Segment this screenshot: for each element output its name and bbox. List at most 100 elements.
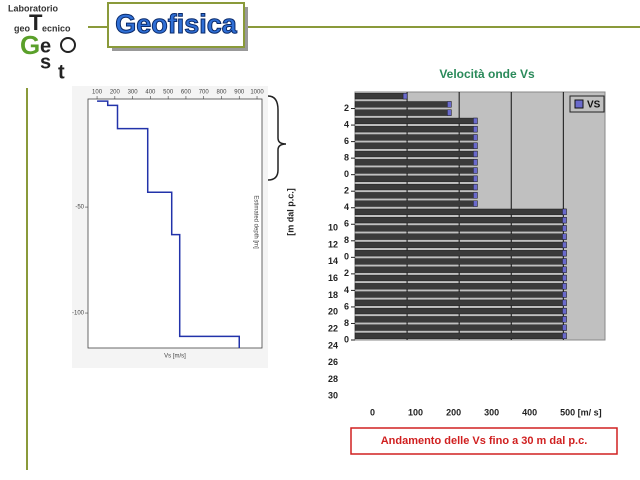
y-tick-label: 8 xyxy=(344,318,349,328)
bar xyxy=(354,134,478,141)
bar xyxy=(354,167,478,174)
brace xyxy=(267,95,287,181)
bar xyxy=(354,316,567,323)
bar xyxy=(354,150,478,158)
bar-cap xyxy=(562,299,567,306)
y-tick-label: 16 xyxy=(328,273,338,283)
bar xyxy=(354,241,567,249)
y-tick-label: 0 xyxy=(344,334,349,344)
chart-title: Velocità onde Vs xyxy=(439,67,535,81)
x-tick-label: 1000 xyxy=(250,90,264,96)
logo-letter: t xyxy=(58,61,65,83)
y-tick-label: 18 xyxy=(328,290,338,300)
logo-text: Laboratorio xyxy=(8,3,59,13)
y-tick-label: -100 xyxy=(72,311,85,317)
bar-cap xyxy=(473,117,478,125)
bar xyxy=(354,208,567,215)
bar xyxy=(354,175,478,182)
y-tick-label: 14 xyxy=(328,256,338,266)
bar xyxy=(354,307,567,315)
bar-cap xyxy=(473,183,478,191)
bar-cap xyxy=(473,200,478,207)
y-tick-label: 4 xyxy=(344,285,349,295)
bar xyxy=(354,217,567,224)
x-tick-label: 900 xyxy=(234,90,245,96)
x-axis-label: Vs [m/s] xyxy=(164,354,186,360)
logo-letter: G xyxy=(20,30,40,60)
profile-line xyxy=(97,100,240,348)
bar xyxy=(354,109,452,116)
logo-letter: T xyxy=(29,10,43,35)
bar xyxy=(354,117,478,125)
bar-cap xyxy=(562,233,567,240)
bar xyxy=(354,192,478,199)
y-tick-label: 6 xyxy=(344,219,349,229)
caption: Andamento delle Vs fino a 30 m dal p.c. xyxy=(381,435,588,447)
bar xyxy=(354,93,408,100)
y-tick-label: 0 xyxy=(344,252,349,262)
logo-text: geo xyxy=(14,23,31,33)
bar-cap xyxy=(562,266,567,273)
bar-cap xyxy=(473,126,478,133)
y-axis-label: [m dal p.c.] xyxy=(285,188,295,236)
caption-box xyxy=(350,427,618,455)
y-tick-label: 4 xyxy=(344,119,349,129)
bar-cap xyxy=(562,332,567,339)
bar-cap xyxy=(562,241,567,249)
bar-cap xyxy=(562,225,567,232)
bar xyxy=(354,250,567,257)
bar xyxy=(354,299,567,306)
title-box xyxy=(107,2,245,48)
y-tick-label: 12 xyxy=(328,239,338,249)
bar-cap xyxy=(473,175,478,182)
bar xyxy=(354,324,567,331)
bar xyxy=(354,200,478,207)
x-tick-label: 200 xyxy=(110,90,121,96)
bar xyxy=(354,283,567,290)
y-tick-label: -50 xyxy=(75,205,84,211)
bar-cap xyxy=(562,316,567,323)
bar xyxy=(354,258,567,265)
bar-cap xyxy=(562,208,567,215)
x-tick-label: 300 xyxy=(128,90,139,96)
x-tick-label: 500 [m/ s] xyxy=(560,407,602,417)
bar-cap xyxy=(447,109,452,116)
bar-cap xyxy=(562,250,567,257)
bar xyxy=(354,332,567,339)
bar-cap xyxy=(562,283,567,290)
y-tick-label: 2 xyxy=(344,268,349,278)
y-tick-label: 6 xyxy=(344,301,349,311)
y-tick-label: 0 xyxy=(344,169,349,179)
bar xyxy=(354,274,567,282)
bar xyxy=(354,142,478,149)
x-tick-label: 700 xyxy=(199,90,210,96)
y-tick-label: 26 xyxy=(328,357,338,367)
legend-label: VS xyxy=(587,100,601,111)
bar xyxy=(354,126,478,133)
bar xyxy=(354,233,567,240)
x-tick-label: 400 xyxy=(522,407,537,417)
x-tick-label: 0 xyxy=(370,407,375,417)
bar-cap xyxy=(562,274,567,282)
x-tick-label: 500 xyxy=(163,90,174,96)
x-tick-label: 600 xyxy=(181,90,192,96)
x-tick-label: 800 xyxy=(216,90,227,96)
bar xyxy=(354,225,567,232)
bar xyxy=(354,159,478,166)
bar xyxy=(354,266,567,273)
y-tick-label: 8 xyxy=(344,235,349,245)
logo-letter: e xyxy=(40,35,51,57)
bar-cap xyxy=(473,134,478,141)
y-tick-label: 30 xyxy=(328,391,338,401)
header-title: Geofisica xyxy=(115,9,238,39)
y-tick-label: 2 xyxy=(344,186,349,196)
bar-cap xyxy=(473,142,478,149)
y-tick-label: 22 xyxy=(328,323,338,333)
plot-frame xyxy=(87,98,263,349)
bar xyxy=(354,183,478,191)
bar-cap xyxy=(473,159,478,166)
bar-cap xyxy=(402,93,408,100)
y-tick-label: 8 xyxy=(344,153,349,163)
y-tick-label: 4 xyxy=(344,202,349,212)
